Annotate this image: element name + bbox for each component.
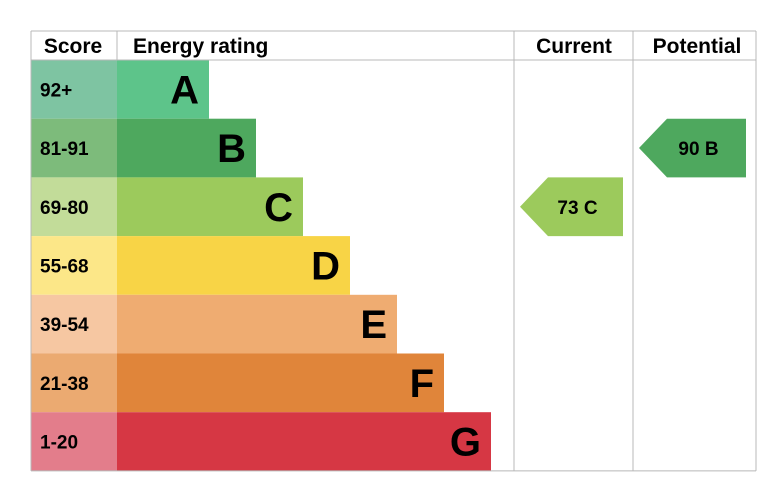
score-label-a: 92+ — [40, 80, 72, 101]
score-label-g: 1-20 — [40, 433, 78, 454]
current-rating-text: 73 C — [557, 198, 597, 219]
header-potential: Potential — [653, 35, 742, 58]
score-cell-f — [31, 353, 117, 413]
rating-letter-c: C — [264, 186, 293, 230]
rating-letter-b: B — [217, 127, 246, 171]
rating-bar-f — [117, 353, 444, 413]
rating-bar-a — [117, 60, 209, 119]
rating-letter-g: G — [450, 421, 481, 465]
header-score: Score — [44, 35, 102, 58]
score-cell-g — [31, 412, 117, 471]
header-current: Current — [536, 35, 612, 58]
rating-bar-g — [117, 412, 491, 471]
rating-letter-e: E — [360, 303, 387, 347]
rating-letter-f: F — [410, 362, 434, 406]
rating-bar-c — [117, 177, 303, 237]
rating-bar-d — [117, 236, 350, 295]
score-label-b: 81-91 — [40, 139, 89, 160]
score-cell-b — [31, 118, 117, 178]
score-cell-e — [31, 294, 117, 354]
score-label-d: 55-68 — [40, 256, 89, 277]
rating-letter-a: A — [170, 68, 199, 112]
score-cell-c — [31, 177, 117, 237]
score-label-f: 21-38 — [40, 374, 89, 395]
current-arrow — [520, 177, 623, 237]
score-cell-a — [31, 60, 117, 119]
rating-bar-e — [117, 294, 397, 354]
score-label-e: 39-54 — [40, 315, 89, 336]
score-label-c: 69-80 — [40, 198, 89, 219]
rating-bar-b — [117, 118, 256, 178]
rating-letter-d: D — [311, 244, 340, 288]
header-energy-rating: Energy rating — [133, 35, 268, 58]
potential-arrow — [639, 118, 746, 178]
potential-rating-text: 90 B — [678, 139, 718, 160]
score-cell-d — [31, 236, 117, 295]
